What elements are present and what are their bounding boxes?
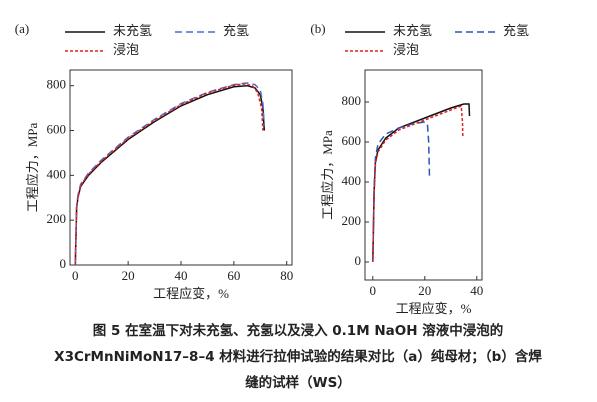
- x-tick-label: 20: [122, 268, 135, 283]
- series-line: [74, 84, 266, 266]
- y-tick-label: 0: [355, 253, 362, 268]
- legend-label: 浸泡: [113, 42, 139, 57]
- y-tick-label: 200: [47, 211, 67, 226]
- x-tick-label: 0: [72, 268, 79, 283]
- caption-line: 图 5 在室温下对未充氢、充氢以及浸入 0.1M NaOH 溶液中浸泡的: [93, 322, 503, 339]
- x-tick-label: 40: [470, 283, 483, 298]
- series-line: [74, 82, 266, 266]
- series-line: [372, 121, 431, 263]
- panel-label: (a): [15, 21, 29, 36]
- x-tick-label: 60: [227, 268, 240, 283]
- series-line: [74, 83, 264, 266]
- y-axis-label: 工程应力，MPa: [320, 130, 335, 220]
- caption-line: X3CrMnNiMoN17–8–4 材料进行拉伸试验的结果对比（a）纯母材；（b…: [54, 348, 542, 365]
- y-tick-label: 400: [342, 173, 362, 188]
- legend-label: 充氢: [223, 23, 249, 38]
- x-tick-label: 80: [280, 268, 293, 283]
- y-tick-label: 600: [342, 133, 362, 148]
- x-tick-label: 40: [175, 268, 188, 283]
- panel-label: (b): [310, 21, 325, 36]
- legend-label: 充氢: [503, 23, 529, 38]
- legend-label: 浸泡: [393, 42, 419, 57]
- y-tick-label: 0: [60, 256, 67, 271]
- legend-label: 未充氢: [113, 23, 152, 38]
- x-axis-label: 工程应变，%: [396, 301, 472, 316]
- y-tick-label: 800: [47, 77, 67, 92]
- x-tick-label: 0: [370, 283, 377, 298]
- legend-label: 未充氢: [393, 23, 432, 38]
- y-axis-label: 工程应力，MPa: [25, 122, 40, 212]
- y-tick-label: 800: [342, 93, 362, 108]
- series-line: [372, 104, 464, 263]
- plot-frame: [364, 69, 483, 281]
- y-tick-label: 200: [342, 213, 362, 228]
- series-line: [372, 103, 471, 263]
- y-tick-label: 400: [47, 166, 67, 181]
- caption-line: 缝的试样（WS）: [245, 374, 351, 391]
- x-axis-label: 工程应变，%: [153, 286, 229, 301]
- x-tick-label: 20: [418, 283, 431, 298]
- y-tick-label: 600: [47, 122, 67, 137]
